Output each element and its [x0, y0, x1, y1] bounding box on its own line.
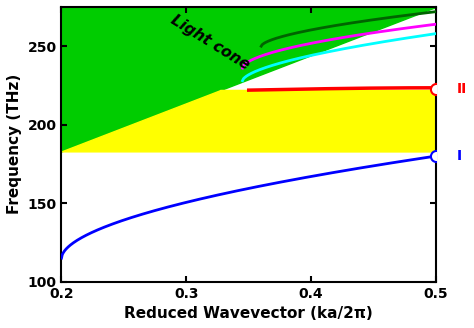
Text: Light cone: Light cone: [168, 12, 252, 73]
X-axis label: Reduced Wavevector (ka/2π): Reduced Wavevector (ka/2π): [124, 306, 373, 321]
Text: I: I: [457, 149, 462, 163]
Text: II: II: [457, 82, 467, 96]
Y-axis label: Frequency (THz): Frequency (THz): [7, 74, 22, 215]
